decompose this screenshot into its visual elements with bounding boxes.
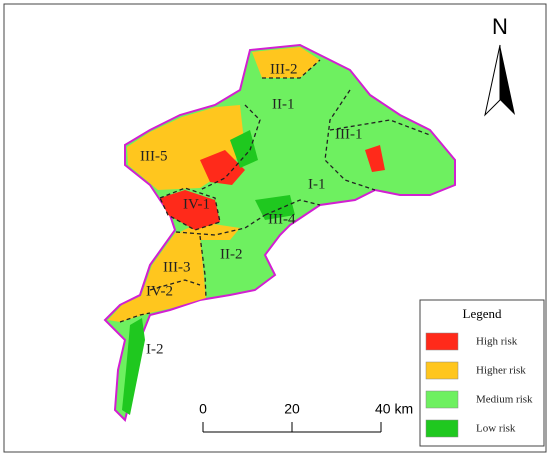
higher-risk-zone [252,47,320,78]
zone-boundaries [119,59,431,323]
region-label: IV-2 [146,283,173,299]
boundary [324,89,376,191]
boundary [159,187,221,231]
legend-swatch [425,332,459,351]
region-label: III-2 [270,61,297,77]
north-arrow: N [484,14,515,117]
region-label: II-2 [220,246,243,262]
legend-label: High risk [476,336,518,348]
higher-risk-zone [108,232,206,322]
region-label: III-5 [140,148,167,164]
scale-label: 20 [284,401,300,417]
boundary [264,199,321,216]
legend-swatch [425,419,459,438]
scale-label: 0 [199,401,207,417]
north-label: N [492,14,508,39]
boundary [119,312,151,323]
legend-label: Higher risk [476,365,526,377]
region-label: II-1 [272,96,295,112]
legend-label: Medium risk [476,394,533,406]
region-label: I-1 [308,176,326,192]
high-risk-zone [160,190,220,230]
scale-label: 40 km [375,401,413,417]
low-risk-zone [122,318,145,415]
legend-title: Legend [463,306,502,321]
scale-bar [202,422,382,433]
legend-label: Low risk [476,423,516,435]
high-risk-zone [200,150,245,185]
boundary [149,279,201,291]
low-risk-zone [255,195,295,220]
region-label: III-1 [335,126,362,142]
region-label: IV-1 [183,196,210,212]
region-label: III-4 [268,211,296,227]
low-risk-zone [230,130,258,168]
region-label: I-2 [146,341,164,357]
legend: Legend High risk Higher risk Medium risk Lo… [419,299,545,447]
region-label: III-3 [163,259,190,275]
legend-swatch [425,390,459,409]
boundary [262,59,321,79]
high-risk-zone [365,145,385,172]
legend-swatch [425,361,459,380]
boundary [199,104,261,191]
arrow-half [500,45,515,115]
